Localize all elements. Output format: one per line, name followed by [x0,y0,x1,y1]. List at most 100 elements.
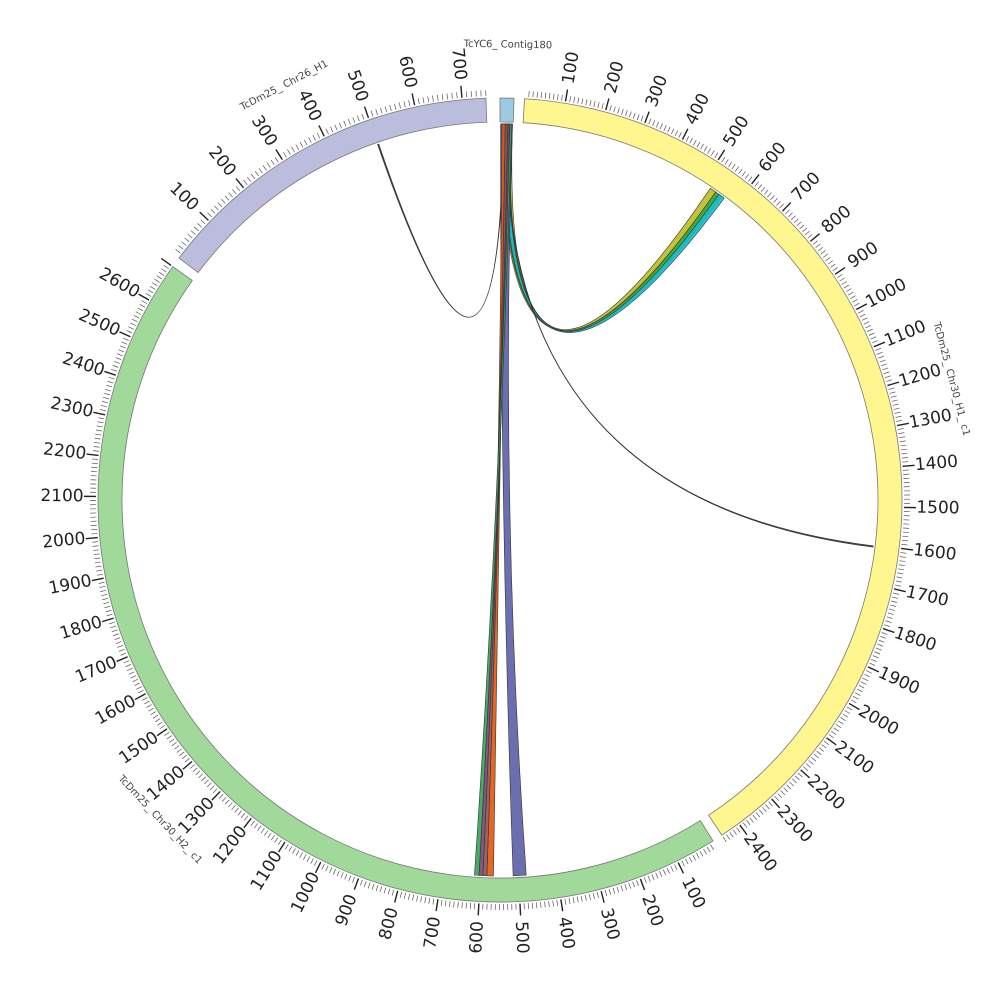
chr30h2-minor-tick [465,902,467,909]
chr30h1-minor-tick [820,250,826,255]
chr30h2-minor-tick [284,843,289,850]
segment-label-contig180: TcYC6_ Contig180 [463,39,553,52]
chr30h1-minor-tick [625,110,628,117]
chr30h1-major-tick [564,89,569,102]
chr30h1-minor-tick [557,94,559,101]
chr30h2-minor-tick [628,882,631,889]
chr30h2-minor-tick [181,754,187,760]
chr30h1-minor-tick [858,685,865,689]
chr30h2-minor-tick [540,901,542,908]
chr30h2-minor-tick [620,885,624,892]
chr30h1-tick-label: 1500 [916,498,960,519]
chr30h1-minor-tick [825,256,831,262]
chr30h2-minor-tick [221,796,227,802]
chr30h1-tick-label: 1800 [892,623,939,656]
chr30h2-minor-tick [288,846,293,852]
chr26h1-minor-tick [398,102,401,109]
chr30h1-minor-tick [536,91,538,98]
chr30h2-major-tick [560,899,564,912]
chr30h1-minor-tick [540,92,543,99]
chr30h1-minor-tick [808,760,814,765]
chr30h2-minor-tick [92,458,99,460]
chr30h1-tick-label: 2300 [773,801,817,846]
chr30h1-minor-tick [815,243,821,249]
chr30h2-minor-tick [299,852,303,858]
chr26h1-minor-tick [181,241,187,246]
chr30h2-minor-tick [100,589,107,592]
chr30h1-minor-tick [817,246,824,252]
chr30h2-minor-tick [696,852,700,859]
chr30h1-tick-label: 400 [682,90,715,128]
chr30h2-minor-tick [104,392,111,396]
chr30h2-tick-label: 800 [375,905,403,941]
chr30h2-minor-tick [146,704,152,708]
chr30h2-minor-tick [115,357,122,360]
chr30h2-minor-tick [195,770,201,776]
chr26h1-minor-tick [446,93,449,100]
chr30h2-minor-tick [104,605,111,609]
chr30h1-minor-tick [883,371,890,375]
chr30h2-minor-tick [101,593,108,597]
chr30h1-minor-tick [841,281,848,285]
chr30h2-major-tick [600,890,605,903]
chr30h1-minor-tick [765,804,770,810]
chr26h1-major-tick [235,178,245,189]
chr30h1-minor-tick [882,367,889,371]
chr26h1-minor-tick [210,209,216,214]
chr30h1-minor-tick [901,457,908,459]
chr30h1-minor-tick [860,681,867,685]
chr26h1-minor-tick [247,176,252,183]
chr30h2-minor-tick [332,868,336,875]
chr30h2-minor-tick [228,802,233,808]
chr30h2-minor-tick [568,898,571,905]
chr30h1-minor-tick [696,141,701,148]
chr30h1-minor-tick [552,93,555,100]
chr30h1-minor-tick [877,643,884,647]
chr30h1-minor-tick [685,135,690,142]
chr30h1-major-tick [855,303,868,311]
chr30h2-minor-tick [244,815,249,821]
chr30h2-minor-tick [141,300,148,304]
chr30h1-minor-tick [724,159,729,165]
chr30h1-minor-tick [811,757,817,762]
chr30h1-minor-tick [585,99,588,106]
chr30h1-minor-tick [902,461,909,463]
chr30h2-minor-tick [114,361,120,364]
chr30h2-minor-tick [636,880,639,886]
chr30h2-minor-tick [647,875,651,882]
chr30h2-minor-tick [95,565,102,568]
chr30h2-minor-tick [156,275,163,280]
chr30h2-tick-label: 1400 [143,762,189,805]
chr30h1-minor-tick [667,126,671,133]
chr30h2-minor-tick [201,776,206,782]
chr26h1-minor-tick [214,205,219,211]
chr30h2-minor-tick [203,779,209,785]
chr30h1-minor-tick [900,448,907,451]
chr30h1-major-tick [751,174,760,185]
chr30h1-minor-tick [640,115,644,122]
chr30h1-tick-label: 1900 [875,663,923,699]
chr30h2-major-tick [182,760,193,770]
chr30h2-tick-label: 1200 [209,822,251,868]
segment-chr30h2 [97,266,714,903]
chr30h1-minor-tick [768,801,773,807]
chr30h1-tick-label: 1100 [881,316,929,351]
chr30h2-minor-tick [234,807,239,813]
chr30h2-major-tick [314,861,322,874]
chr30h1-minor-tick [876,351,883,355]
chr30h1-minor-tick [629,111,632,118]
chr26h1-tick-label: 700 [447,47,470,81]
chr26h1-minor-tick [375,109,378,116]
chr30h2-minor-tick [150,711,157,716]
chr30h2-minor-tick [192,767,198,772]
chr30h1-minor-tick [783,787,789,793]
chr30h2-minor-tick [710,844,715,851]
chr30h2-major-tick [86,453,99,457]
chr30h1-minor-tick [902,535,909,538]
chr30h2-minor-tick [92,450,99,452]
chr30h2-tick-label: 2400 [60,348,107,380]
chr30h2-minor-tick [149,285,156,290]
chr30h2-minor-tick [123,660,130,664]
chr30h1-minor-tick [741,171,746,177]
chr30h2-minor-tick [674,864,678,870]
